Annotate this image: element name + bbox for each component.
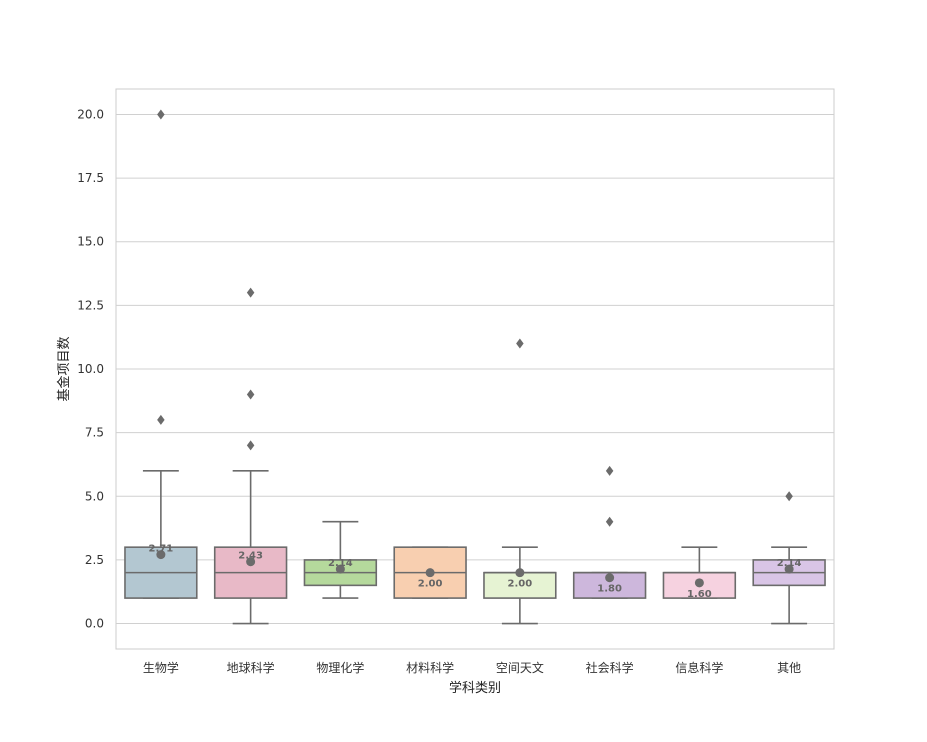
outlier-point bbox=[246, 287, 255, 298]
y-tick-label: 10.0 bbox=[77, 362, 104, 376]
mean-label: 2.14 bbox=[777, 558, 802, 569]
box-group: 2.00 bbox=[483, 338, 557, 625]
mean-label: 2.00 bbox=[508, 579, 533, 590]
mean-label: 1.80 bbox=[597, 584, 622, 595]
y-tick-label: 15.0 bbox=[77, 235, 104, 249]
outlier-point bbox=[516, 338, 524, 349]
outlier-point bbox=[785, 491, 793, 502]
outlier-point bbox=[605, 465, 614, 476]
mean-marker bbox=[335, 564, 345, 574]
mean-marker bbox=[694, 578, 704, 588]
outlier-point bbox=[157, 109, 165, 120]
mean-label: 2.14 bbox=[328, 558, 353, 569]
mean-marker bbox=[515, 568, 525, 578]
box-group: 2.71 bbox=[124, 109, 198, 599]
x-tick-label: 生物学 bbox=[143, 660, 179, 675]
box-group: 2.43 bbox=[213, 287, 288, 625]
y-tick-label: 2.5 bbox=[85, 553, 104, 567]
y-axis-title: 基金项目数 bbox=[56, 336, 72, 401]
y-tick-label: 5.0 bbox=[85, 489, 104, 503]
box-group: 1.80 bbox=[572, 465, 647, 599]
mean-marker bbox=[156, 550, 166, 560]
outlier-point bbox=[246, 389, 255, 400]
mean-marker bbox=[784, 564, 794, 574]
y-tick-label: 17.5 bbox=[77, 171, 104, 185]
x-axis-ticks: 生物学 地球科学 物理化学 材料科学 空间天文 社会科学 信息科学 其他 bbox=[143, 660, 801, 675]
y-tick-label: 20.0 bbox=[77, 107, 104, 121]
x-tick-label: 物理化学 bbox=[316, 660, 364, 675]
x-tick-label: 其他 bbox=[777, 661, 801, 675]
x-axis-title: 学科类别 bbox=[449, 680, 501, 696]
mean-label: 2.00 bbox=[418, 579, 443, 590]
x-tick-label: 社会科学 bbox=[586, 660, 634, 675]
mean-marker bbox=[605, 573, 615, 583]
outlier-point bbox=[157, 414, 165, 425]
iqr-box bbox=[572, 571, 647, 599]
x-tick-label: 信息科学 bbox=[675, 660, 723, 675]
boxes-layer: 2.71 2.43 2.14 2.00 2.00 1.80 1.60 2.14 bbox=[124, 109, 826, 625]
x-tick-label: 地球科学 bbox=[227, 660, 275, 675]
mean-marker bbox=[246, 557, 256, 567]
outlier-point bbox=[605, 516, 614, 527]
y-tick-label: 12.5 bbox=[77, 298, 104, 312]
box-group: 2.14 bbox=[303, 520, 378, 599]
box-group: 2.00 bbox=[393, 546, 467, 599]
mean-label: 1.60 bbox=[687, 589, 712, 600]
y-tick-label: 0.0 bbox=[85, 617, 104, 631]
x-tick-label: 材料科学 bbox=[406, 660, 454, 675]
y-tick-label: 7.5 bbox=[85, 426, 104, 440]
mean-label: 2.43 bbox=[238, 551, 263, 562]
mean-label: 2.71 bbox=[149, 544, 174, 555]
mean-marker bbox=[425, 568, 435, 578]
box-group: 1.60 bbox=[662, 546, 737, 600]
x-tick-label: 空间天文 bbox=[496, 660, 544, 675]
box-group: 2.14 bbox=[752, 491, 826, 625]
y-axis-ticks: 0.0 2.5 5.0 7.5 10.0 12.5 15.0 17.5 20.0 bbox=[77, 107, 104, 630]
outlier-point bbox=[246, 440, 255, 451]
